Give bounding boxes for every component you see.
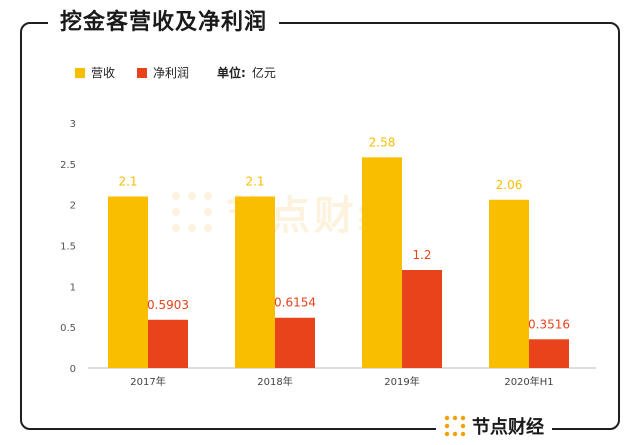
unit-value: 亿元 xyxy=(251,66,276,80)
bar-net-profit xyxy=(148,319,188,368)
footer-brand-text: 节点财经 xyxy=(472,417,544,438)
data-label-revenue: 2.1 xyxy=(245,175,264,189)
x-tick-label: 2020年H1 xyxy=(504,375,553,388)
y-tick-label: 1.5 xyxy=(60,242,76,253)
bar-revenue xyxy=(235,196,275,368)
data-label-net-profit: 0.3516 xyxy=(528,317,570,331)
brand-logo-icon xyxy=(444,415,466,437)
bar-net-profit xyxy=(275,317,315,368)
y-tick-label: 0 xyxy=(70,364,76,375)
bar-revenue xyxy=(489,199,529,368)
legend-swatch-net-profit xyxy=(137,67,148,78)
y-tick-label: 2 xyxy=(70,201,76,212)
y-tick-label: 0.5 xyxy=(60,323,76,334)
data-label-net-profit: 0.5903 xyxy=(147,298,189,312)
bar-net-profit xyxy=(402,270,442,368)
legend-item-revenue: 营收 xyxy=(75,64,115,81)
watermark-logo-icon xyxy=(172,192,212,232)
legend-swatch-revenue xyxy=(75,67,85,78)
legend: 营收 净利润 单位: 亿元 xyxy=(75,64,276,81)
legend-label-net-profit: 净利润 xyxy=(153,66,190,80)
legend-item-net-profit: 净利润 xyxy=(137,64,189,81)
bar-revenue xyxy=(108,196,148,368)
chart-title: 挖金客营收及净利润 xyxy=(48,8,280,38)
data-label-net-profit: 0.6154 xyxy=(274,296,316,310)
chart-frame xyxy=(20,22,620,430)
data-label-revenue: 2.1 xyxy=(118,175,137,189)
y-tick-label: 2.5 xyxy=(60,160,76,171)
bar-net-profit xyxy=(529,339,569,368)
data-label-revenue: 2.06 xyxy=(496,178,523,192)
legend-label-revenue: 营收 xyxy=(91,66,116,80)
footer-brand: 节点财经 xyxy=(436,411,552,441)
bar-revenue xyxy=(362,157,402,368)
x-tick-label: 2017年 xyxy=(130,375,165,388)
y-tick-label: 1 xyxy=(70,282,76,293)
unit-note: 单位: 亿元 xyxy=(217,64,276,81)
x-tick-label: 2019年 xyxy=(384,375,419,388)
data-label-net-profit: 1.2 xyxy=(412,248,431,262)
unit-label: 单位: xyxy=(217,66,246,80)
y-tick-label: 3 xyxy=(70,119,76,130)
x-tick-label: 2018年 xyxy=(257,375,292,388)
data-label-revenue: 2.58 xyxy=(369,135,396,149)
